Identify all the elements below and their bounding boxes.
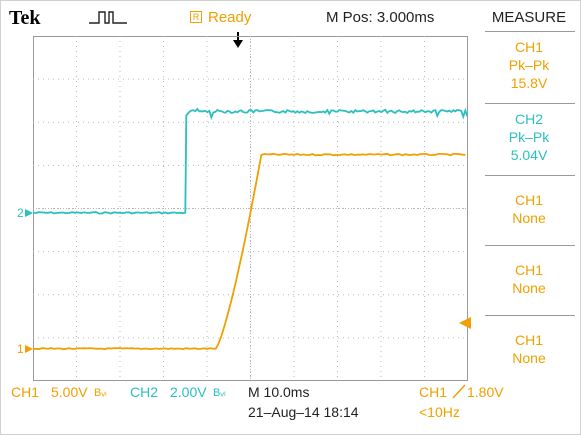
ch2-ground-marker[interactable]: 2 [17,205,24,220]
measure-panel-2[interactable]: CH2 Pk–Pk 5.04V [479,110,579,164]
measure-type: Pk–Pk [508,57,550,73]
ch2-marker-arrow-icon [25,208,33,217]
measure-title: MEASURE [491,9,567,26]
measure-source: CH1 [514,192,543,208]
ch2-bandwidth-limit: Bᵥₗ [213,387,226,399]
menu-divider [485,103,575,104]
menu-divider [485,315,575,316]
menu-divider [485,31,575,32]
measure-type: Pk–Pk [508,129,550,145]
trigger-level-marker-icon [459,317,471,329]
graticule [33,36,468,381]
ch1-waveform [33,152,466,351]
date-time: 21–Aug–14 18:14 [248,404,359,420]
status-icon: R [190,11,202,23]
measure-menu: MEASURE CH1 Pk–Pk 15.8V CH2 Pk–Pk 5.04V … [479,1,579,381]
measure-source: CH1 [514,332,543,348]
measure-type: None [512,350,546,366]
measure-type: None [512,210,546,226]
brand-logo: Tek [9,7,41,29]
trigger-frequency: <10Hz [419,404,460,420]
measure-panel-3[interactable]: CH1 None [479,191,579,227]
measure-panel-4[interactable]: CH1 None [479,261,579,297]
ch1-ground-marker[interactable]: 1 [17,341,24,356]
menu-divider [485,245,575,246]
timebase: M 10.0ms [248,384,310,400]
measure-panel-5[interactable]: CH1 None [479,331,579,367]
ch2-scale: 2.00V [170,384,207,400]
menu-divider [485,175,575,176]
measure-source: CH1 [514,262,543,278]
ch1-marker-arrow-icon [25,344,33,353]
ch2-label: CH2 [130,384,159,400]
ch1-scale: 5.00V [51,384,88,400]
measure-source: CH2 [514,111,543,127]
waveform-display [33,36,468,381]
ch1-bandwidth-limit: Bᵥₗ [94,387,107,399]
measure-value: 15.8V [510,75,548,91]
trigger-source: CH1 [419,384,448,400]
horizontal-position: M Pos: 3.000ms [326,9,435,26]
pulse-waveform-icon [89,11,127,24]
measure-source: CH1 [514,39,543,55]
measure-panel-1[interactable]: CH1 Pk–Pk 15.8V [479,38,579,92]
trigger-level: 1.80V [467,384,504,400]
measure-value: 5.04V [510,147,548,163]
ch2-waveform [33,107,468,215]
acquisition-status: Ready [208,9,252,26]
rising-edge-icon [452,384,466,399]
measure-type: None [512,280,546,296]
ch1-label: CH1 [11,384,40,400]
